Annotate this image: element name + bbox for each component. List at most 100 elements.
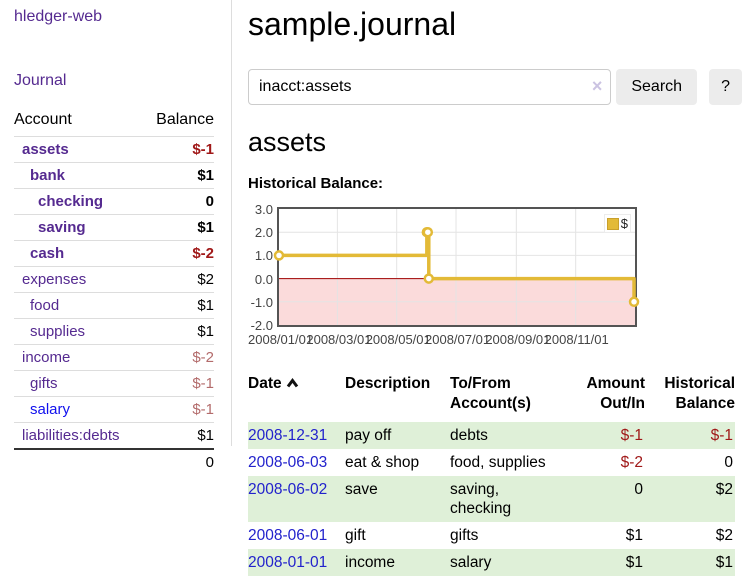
brand-link[interactable]: hledger-web	[14, 8, 103, 25]
register-row: 2008-12-31 pay off debts $-1 $-1	[248, 422, 735, 449]
transaction-accounts: food, supplies	[450, 454, 546, 471]
y-tick-label: 0.0	[254, 271, 273, 287]
account-balance: $2	[143, 266, 214, 293]
transaction-amount: $1	[625, 527, 643, 544]
clear-search-icon[interactable]: ×	[591, 76, 603, 96]
register-row: 2008-01-01 income salary $1 $1	[248, 549, 735, 576]
transaction-description: income	[345, 554, 395, 571]
transaction-accounts: gifts	[450, 527, 479, 544]
register-header-description: Description	[345, 375, 431, 392]
account-row: expenses $2	[14, 266, 214, 293]
account-link-salary[interactable]: salary	[30, 401, 71, 418]
account-link-expenses[interactable]: expenses	[22, 271, 87, 288]
transaction-description: pay off	[345, 427, 392, 444]
account-row: income $-2	[14, 344, 214, 371]
register-header-amount: Amount Out/In	[586, 375, 645, 412]
account-link-cash[interactable]: cash	[30, 245, 65, 262]
x-tick-label: 2008/01/01	[248, 332, 314, 347]
transaction-date-link[interactable]: 2008-12-31	[248, 427, 328, 444]
account-link-assets[interactable]: assets	[22, 141, 69, 158]
y-tick-label: -1.0	[250, 294, 273, 310]
accounts-table-body: assets $-1 bank $1 checking 0 saving $1 cash $-2 e…	[14, 136, 214, 449]
account-balance: $1	[143, 214, 214, 241]
account-link-supplies[interactable]: supplies	[30, 323, 86, 340]
account-balance: $-1	[143, 136, 214, 163]
transaction-balance: 0	[724, 454, 733, 471]
account-link-bank[interactable]: bank	[30, 167, 66, 184]
register-table: Date Description To/From Account(s) Amou…	[248, 372, 735, 576]
transaction-date-link[interactable]: 2008-06-03	[248, 454, 328, 471]
legend-label: $	[620, 216, 628, 231]
chart-title: Historical Balance:	[248, 175, 384, 192]
account-link-checking[interactable]: checking	[38, 193, 104, 210]
account-row: cash $-2	[14, 240, 214, 267]
account-row: saving $1	[14, 214, 214, 241]
account-balance: $-2	[143, 240, 214, 267]
account-balance: $-1	[143, 370, 214, 397]
transaction-date-link[interactable]: 2008-01-01	[248, 554, 328, 571]
account-link-saving[interactable]: saving	[38, 219, 86, 236]
app-brand: hledger-web	[14, 8, 215, 26]
transaction-balance: $-1	[710, 427, 733, 444]
transaction-balance: $2	[715, 481, 733, 498]
chart-plot-area: $	[273, 207, 640, 327]
account-link-income[interactable]: income	[22, 349, 71, 366]
chart-canvas	[273, 209, 640, 325]
transaction-balance: $2	[715, 527, 733, 544]
transaction-accounts: saving, checking	[450, 481, 512, 517]
accounts-total-balance: 0	[143, 448, 214, 475]
y-tick-label: 2.0	[254, 225, 273, 241]
register-header-date[interactable]: Date	[248, 372, 345, 422]
x-tick-label: 2008/03/01	[306, 332, 372, 347]
register-row: 2008-06-01 gift gifts $1 $2	[248, 522, 735, 549]
search-button[interactable]: Search	[616, 69, 698, 105]
x-tick-label: 2008/11/01	[544, 332, 609, 347]
account-heading: assets	[248, 127, 327, 157]
search-input[interactable]	[248, 69, 612, 105]
transaction-description: eat & shop	[345, 454, 420, 471]
register-table-body: 2008-12-31 pay off debts $-1 $-1 2008-06-03 ea…	[248, 422, 735, 576]
historical-balance-chart: $ 3.0 2.0 1.0 0.0 -1.0 -2.0 2008/01/01 2008/03/…	[248, 202, 742, 353]
y-tick-label: 1.0	[254, 248, 273, 264]
transaction-amount: 0	[634, 481, 643, 498]
search-bar: × Search ?	[248, 69, 742, 105]
main-content: sample.journal × Search ? assets Histori…	[248, 0, 742, 576]
account-link-liabilities-debts[interactable]: liabilities:debts	[22, 427, 120, 444]
transaction-description: gift	[345, 527, 366, 544]
account-balance: $-1	[143, 396, 214, 423]
x-tick-label: 2008/07/01	[425, 332, 491, 347]
transaction-description: save	[345, 481, 378, 498]
account-balance: $1	[143, 422, 214, 449]
sidebar: hledger-web Journal Account Balance asse…	[0, 0, 232, 475]
sidebar-item-journal[interactable]: Journal	[14, 72, 67, 89]
account-row: assets $-1	[14, 136, 214, 163]
sidebar-nav: Journal	[14, 72, 215, 90]
x-tick-label: 2008/09/01	[485, 332, 551, 347]
accounts-total-spacer	[14, 448, 144, 475]
accounts-total-row: 0	[14, 448, 214, 475]
chart-legend: $	[603, 214, 631, 233]
accounts-header-row: Account Balance	[14, 109, 214, 137]
register-header-row: Date Description To/From Account(s) Amou…	[248, 372, 735, 422]
account-balance: $1	[143, 318, 214, 345]
account-link-gifts[interactable]: gifts	[30, 375, 58, 392]
transaction-balance: $1	[715, 554, 733, 571]
y-tick-label: -2.0	[250, 318, 273, 333]
account-balance: $1	[143, 292, 214, 319]
account-row: liabilities:debts $1	[14, 422, 214, 449]
accounts-header-account: Account	[14, 111, 72, 128]
sort-ascending-icon	[286, 378, 298, 388]
y-tick-label: 3.0	[254, 202, 273, 217]
transaction-amount: $1	[625, 554, 643, 571]
account-row: bank $1	[14, 162, 214, 189]
account-balance: 0	[143, 188, 214, 215]
transaction-date-link[interactable]: 2008-06-01	[248, 527, 328, 544]
legend-swatch-icon	[606, 217, 619, 230]
transaction-date-link[interactable]: 2008-06-02	[248, 481, 328, 498]
register-row: 2008-06-02 save saving, checking 0 $2	[248, 476, 735, 522]
help-button[interactable]: ?	[709, 69, 742, 105]
transaction-accounts: debts	[450, 427, 488, 444]
register-header-accounts: To/From Account(s)	[450, 375, 531, 412]
transaction-amount: $-2	[620, 454, 643, 471]
account-link-food[interactable]: food	[30, 297, 60, 314]
